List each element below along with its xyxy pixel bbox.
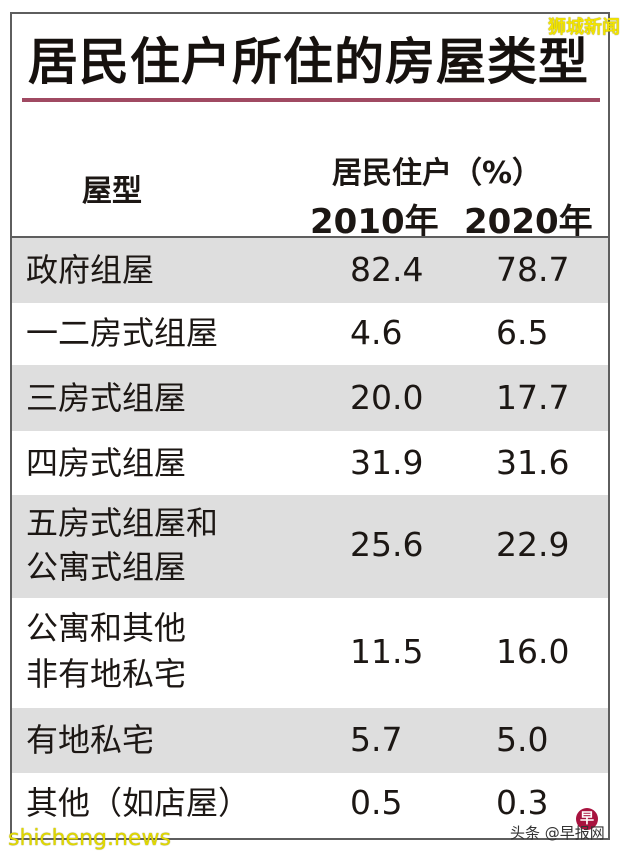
value-2010: 20.0 <box>350 378 424 417</box>
row-label: 五房式组屋和 <box>26 504 219 542</box>
value-2020: 22.9 <box>496 525 570 564</box>
source-credit: 头条 @早报网 <box>510 824 605 842</box>
column-header-2020: 2020年 <box>464 202 593 242</box>
value-2010: 25.6 <box>350 525 424 564</box>
value-2010: 82.4 <box>350 250 424 289</box>
watermark-bottom-left: shicheng.news <box>8 826 171 851</box>
value-2020: 78.7 <box>496 250 570 289</box>
page-title: 居民住户所住的房屋类型 <box>28 33 589 91</box>
table-row: 政府组屋 82.4 78.7 <box>12 238 608 303</box>
table-body: 政府组屋 82.4 78.7 一二房式组屋 4.6 6.5 三房式组屋 20.0… <box>12 238 608 835</box>
row-label: 三房式组屋 <box>26 379 187 417</box>
value-2020: 6.5 <box>496 313 549 352</box>
value-2010: 0.5 <box>350 783 403 822</box>
table-card: 居民住户所住的房屋类型 屋型 居民住户（%） 2010年 2020年 政府组屋 … <box>10 12 610 840</box>
row-label: 一二房式组屋 <box>26 314 219 352</box>
table-row: 公寓和其他 非有地私宅 11.5 16.0 <box>12 598 608 708</box>
column-header-type: 屋型 <box>82 174 142 209</box>
column-header-2010: 2010年 <box>310 202 439 242</box>
table-row: 其他（如店屋） 0.5 0.3 <box>12 773 608 835</box>
table-row: 五房式组屋和 公寓式组屋 25.6 22.9 <box>12 495 608 598</box>
title-divider <box>22 98 600 102</box>
row-label: 政府组屋 <box>26 251 155 289</box>
watermark-top-right: 狮城新闻 <box>548 17 620 38</box>
table-row: 有地私宅 5.7 5.0 <box>12 708 608 773</box>
value-2010: 11.5 <box>350 632 424 671</box>
value-2020: 31.6 <box>496 443 570 482</box>
row-label: 其他（如店屋） <box>26 784 251 822</box>
table-row: 三房式组屋 20.0 17.7 <box>12 365 608 431</box>
header-divider <box>12 236 608 238</box>
value-2010: 31.9 <box>350 443 424 482</box>
table-row: 四房式组屋 31.9 31.6 <box>12 431 608 495</box>
value-2020: 5.0 <box>496 720 549 759</box>
row-label: 公寓和其他 <box>26 609 187 647</box>
zaobao-logo-icon: 早 <box>576 808 598 830</box>
value-2010: 4.6 <box>350 313 403 352</box>
value-2010: 5.7 <box>350 720 403 759</box>
value-2020: 0.3 <box>496 783 549 822</box>
row-label: 四房式组屋 <box>26 444 187 482</box>
row-label-line2: 公寓式组屋 <box>26 548 187 586</box>
value-2020: 17.7 <box>496 378 570 417</box>
column-header-unit: 居民住户（%） <box>332 156 543 191</box>
row-label: 有地私宅 <box>26 721 155 759</box>
table-row: 一二房式组屋 4.6 6.5 <box>12 303 608 365</box>
value-2020: 16.0 <box>496 632 570 671</box>
row-label-line2: 非有地私宅 <box>26 655 187 693</box>
